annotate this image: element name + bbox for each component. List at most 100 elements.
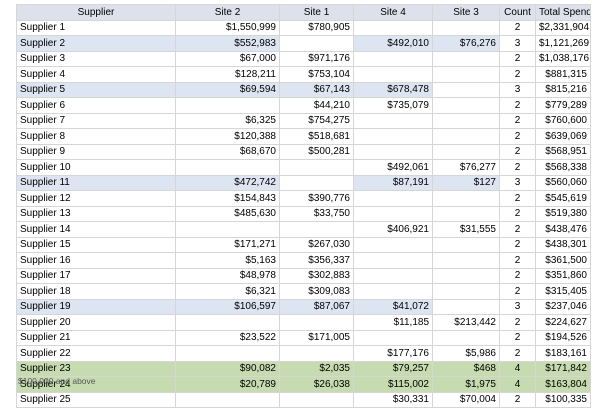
cell-site-4[interactable]: $79,257 — [353, 360, 433, 377]
cell-supplier[interactable]: Supplier 24 — [16, 376, 176, 393]
cell-site-1[interactable]: $171,005 — [279, 329, 354, 346]
cell-site-4[interactable] — [353, 267, 433, 284]
cell-count[interactable]: 2 — [499, 112, 536, 129]
cell-site-4[interactable] — [353, 252, 433, 269]
cell-site-2[interactable]: $48,978 — [175, 267, 280, 284]
cell-site-3[interactable] — [432, 143, 500, 160]
cell-site-3[interactable]: $76,276 — [432, 35, 500, 52]
cell-site-1[interactable]: $267,030 — [279, 236, 354, 253]
cell-supplier[interactable]: Supplier 22 — [16, 345, 176, 362]
cell-site-4[interactable]: $678,478 — [353, 81, 433, 98]
cell-supplier[interactable]: Supplier 14 — [16, 221, 176, 238]
cell-total-spend[interactable]: $1,121,269 — [535, 35, 591, 52]
cell-supplier[interactable]: Supplier 18 — [16, 283, 176, 300]
cell-site-2[interactable] — [175, 345, 280, 362]
cell-site-2[interactable]: $128,211 — [175, 66, 280, 83]
cell-site-3[interactable]: $127 — [432, 174, 500, 191]
cell-site-2[interactable]: $69,594 — [175, 81, 280, 98]
cell-site-3[interactable] — [432, 19, 500, 36]
cell-total-spend[interactable]: $639,069 — [535, 128, 591, 145]
cell-total-spend[interactable]: $881,315 — [535, 66, 591, 83]
cell-site-4[interactable] — [353, 66, 433, 83]
cell-count[interactable]: 2 — [499, 190, 536, 207]
cell-site-3[interactable] — [432, 112, 500, 129]
cell-count[interactable]: 3 — [499, 81, 536, 98]
cell-site-2[interactable]: $67,000 — [175, 50, 280, 67]
cell-total-spend[interactable]: $519,380 — [535, 205, 591, 222]
cell-site-1[interactable]: $67,143 — [279, 81, 354, 98]
cell-total-spend[interactable]: $194,526 — [535, 329, 591, 346]
cell-site-2[interactable]: $120,388 — [175, 128, 280, 145]
header-supplier[interactable]: Supplier — [16, 4, 176, 21]
cell-count[interactable]: 2 — [499, 205, 536, 222]
cell-site-2[interactable]: $171,271 — [175, 236, 280, 253]
header-site-4[interactable]: Site 4 — [353, 4, 433, 21]
cell-site-4[interactable] — [353, 190, 433, 207]
cell-count[interactable]: 2 — [499, 19, 536, 36]
cell-site-4[interactable]: $177,176 — [353, 345, 433, 362]
cell-supplier[interactable]: Supplier 3 — [16, 50, 176, 67]
cell-site-2[interactable]: $154,843 — [175, 190, 280, 207]
cell-site-1[interactable]: $33,750 — [279, 205, 354, 222]
cell-site-3[interactable]: $31,555 — [432, 221, 500, 238]
cell-supplier[interactable]: Supplier 2 — [16, 35, 176, 52]
cell-site-1[interactable] — [279, 35, 354, 52]
cell-count[interactable]: 2 — [499, 252, 536, 269]
cell-site-1[interactable]: $754,275 — [279, 112, 354, 129]
cell-site-3[interactable] — [432, 128, 500, 145]
cell-count[interactable]: 2 — [499, 66, 536, 83]
cell-site-1[interactable]: $44,210 — [279, 97, 354, 114]
cell-site-2[interactable] — [175, 221, 280, 238]
cell-site-3[interactable] — [432, 205, 500, 222]
cell-site-3[interactable] — [432, 50, 500, 67]
cell-supplier[interactable]: Supplier 13 — [16, 205, 176, 222]
cell-site-1[interactable]: $753,104 — [279, 66, 354, 83]
cell-total-spend[interactable]: $1,038,176 — [535, 50, 591, 67]
cell-site-1[interactable]: $780,905 — [279, 19, 354, 36]
cell-supplier[interactable]: Supplier 11 — [16, 174, 176, 191]
cell-count[interactable]: 2 — [499, 236, 536, 253]
cell-total-spend[interactable]: $760,600 — [535, 112, 591, 129]
cell-total-spend[interactable]: $361,500 — [535, 252, 591, 269]
cell-total-spend[interactable]: $779,289 — [535, 97, 591, 114]
cell-site-3[interactable] — [432, 190, 500, 207]
header-count[interactable]: Count — [499, 4, 536, 21]
cell-site-1[interactable]: $390,776 — [279, 190, 354, 207]
cell-site-2[interactable] — [175, 97, 280, 114]
cell-supplier[interactable]: Supplier 1 — [16, 19, 176, 36]
cell-supplier[interactable]: Supplier 10 — [16, 159, 176, 176]
cell-site-4[interactable] — [353, 50, 433, 67]
cell-total-spend[interactable]: $568,338 — [535, 159, 591, 176]
cell-site-2[interactable]: $552,983 — [175, 35, 280, 52]
cell-site-1[interactable]: $309,083 — [279, 283, 354, 300]
cell-site-1[interactable]: $500,281 — [279, 143, 354, 160]
cell-site-1[interactable]: $302,883 — [279, 267, 354, 284]
cell-site-2[interactable]: $68,670 — [175, 143, 280, 160]
cell-supplier[interactable]: Supplier 6 — [16, 97, 176, 114]
cell-site-4[interactable] — [353, 143, 433, 160]
cell-total-spend[interactable]: $545,619 — [535, 190, 591, 207]
cell-site-3[interactable] — [432, 267, 500, 284]
cell-site-1[interactable]: $971,176 — [279, 50, 354, 67]
cell-supplier[interactable]: Supplier 23 — [16, 360, 176, 377]
cell-count[interactable]: 2 — [499, 283, 536, 300]
cell-count[interactable]: 3 — [499, 298, 536, 315]
cell-count[interactable]: 2 — [499, 128, 536, 145]
cell-total-spend[interactable]: $438,476 — [535, 221, 591, 238]
cell-site-2[interactable]: $472,742 — [175, 174, 280, 191]
cell-supplier[interactable]: Supplier 16 — [16, 252, 176, 269]
cell-site-4[interactable]: $492,010 — [353, 35, 433, 52]
cell-site-2[interactable]: $90,082 — [175, 360, 280, 377]
cell-supplier[interactable]: Supplier 4 — [16, 66, 176, 83]
cell-supplier[interactable]: Supplier 12 — [16, 190, 176, 207]
cell-site-1[interactable] — [279, 159, 354, 176]
cell-count[interactable]: 2 — [499, 97, 536, 114]
cell-site-3[interactable]: $1,975 — [432, 376, 500, 393]
cell-count[interactable]: 4 — [499, 360, 536, 377]
cell-site-4[interactable]: $115,002 — [353, 376, 433, 393]
cell-site-2[interactable]: $6,321 — [175, 283, 280, 300]
cell-site-2[interactable]: $5,163 — [175, 252, 280, 269]
cell-supplier[interactable]: Supplier 9 — [16, 143, 176, 160]
cell-site-4[interactable]: $87,191 — [353, 174, 433, 191]
cell-total-spend[interactable]: $568,951 — [535, 143, 591, 160]
